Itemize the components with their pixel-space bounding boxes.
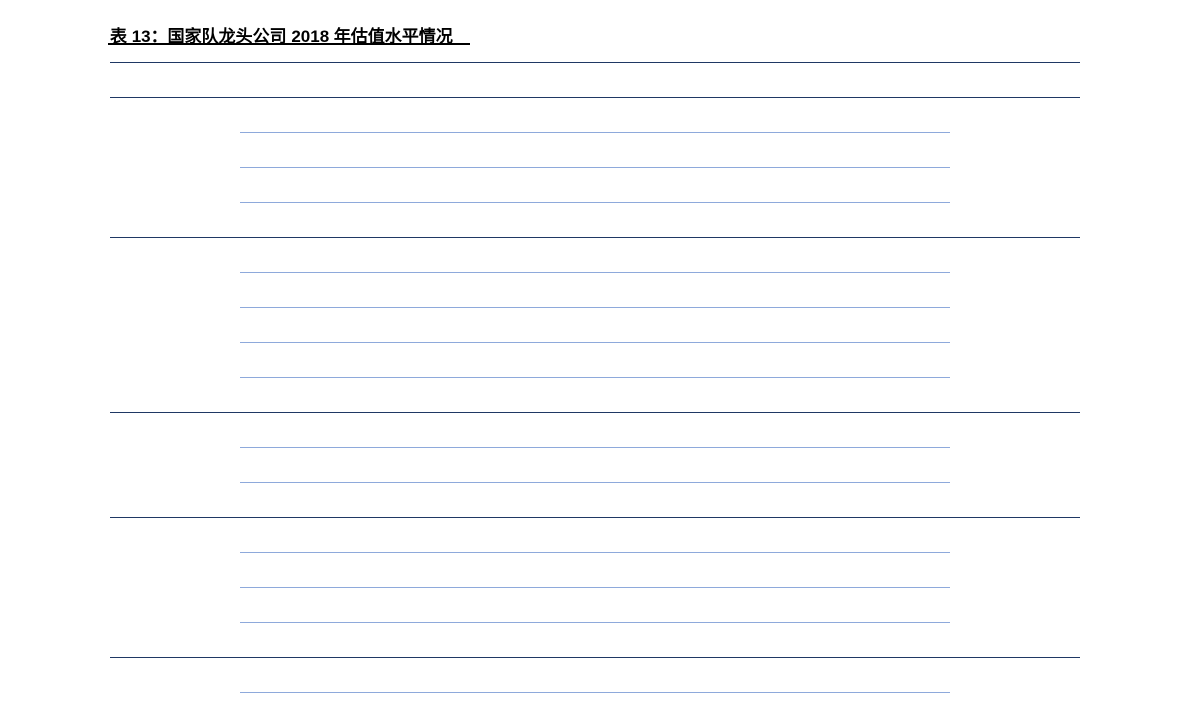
table-rule [240, 132, 950, 133]
table-rule [110, 237, 1080, 238]
table-rule [240, 307, 950, 308]
table-rule [110, 412, 1080, 413]
table-rule [240, 587, 950, 588]
table-rule [240, 377, 950, 378]
table-rule [110, 657, 1080, 658]
table-rule [240, 552, 950, 553]
table-rule [240, 622, 950, 623]
table-rule [240, 482, 950, 483]
table-rule [240, 272, 950, 273]
table-rule [240, 167, 950, 168]
table-rule [110, 97, 1080, 98]
table-rule [110, 517, 1080, 518]
table-rule [240, 447, 950, 448]
table-rule [240, 342, 950, 343]
table-rule [110, 62, 1080, 63]
title-underline [108, 43, 470, 45]
table-rule [240, 202, 950, 203]
table-rule [240, 692, 950, 693]
